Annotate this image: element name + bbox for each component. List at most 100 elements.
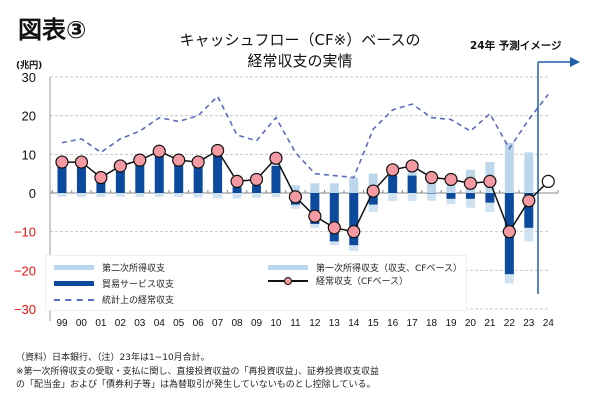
marker-current-account [230, 174, 244, 188]
bar-secondary-income [154, 193, 164, 197]
y-tick-label: 20 [22, 109, 36, 124]
legend-label: 第二次所得収支 [102, 264, 166, 274]
bar-primary-income [524, 152, 534, 193]
bar-secondary-income [232, 193, 242, 199]
bar-secondary-income [174, 193, 184, 197]
bar-secondary-income [252, 193, 261, 198]
bar-secondary-income [76, 193, 86, 197]
chart-title: キャッシュフロー（CF※）ベースの 経常収支の実情 [150, 30, 450, 72]
x-tick-label: 08 [231, 318, 243, 329]
bar-secondary-income [427, 193, 437, 201]
legend-item-secondary-income: 第二次所得収支 [54, 261, 165, 274]
marker-current-account [405, 159, 419, 173]
chart-title-line1: キャッシュフロー（CF※）ベースの [179, 31, 421, 49]
legend-swatch [54, 281, 94, 286]
bar-trade-services [388, 175, 398, 193]
bar-secondary-income [310, 223, 320, 228]
figure-label: 図表③ [18, 16, 87, 44]
chart-title-line2: 経常収支の実情 [247, 52, 353, 70]
x-tick-label: 19 [445, 318, 457, 329]
marker-current-account [152, 144, 166, 158]
marker-current-account [211, 143, 225, 158]
bar-trade-services [96, 181, 106, 193]
x-tick-label: 16 [387, 318, 399, 329]
y-tick-label: 0 [29, 186, 36, 201]
x-tick-label: 04 [154, 318, 166, 329]
marker-current-account [94, 170, 108, 185]
legend-item-current-account-cf: 経常収支（CFベース） [268, 274, 408, 287]
x-tick-label: 18 [426, 318, 438, 329]
bar-secondary-income [115, 193, 125, 197]
x-tick-label: 15 [368, 318, 380, 329]
bar-secondary-income [368, 204, 378, 212]
legend-swatch [268, 265, 308, 270]
x-tick-label: 03 [134, 318, 146, 329]
bar-trade-services [465, 193, 475, 199]
legend: 第二次所得収支 第一次所得収支（収支、CFベース） 貿易サービス収支 経常収支（… [45, 255, 467, 311]
marker-current-account [347, 225, 361, 239]
legend-swatch [268, 276, 308, 286]
bar-trade-services [135, 162, 145, 193]
y-tick-label: 30 [22, 70, 36, 85]
bar-primary-income [427, 177, 437, 193]
y-tick-label: −20 [14, 263, 36, 278]
bar-primary-income [290, 185, 300, 193]
legend-item-trade-services: 貿易サービス収支 [54, 277, 174, 290]
y-tick-label: −10 [14, 225, 36, 240]
bar-trade-services [349, 193, 359, 246]
bar-trade-services [407, 175, 417, 193]
marker-current-account [288, 190, 302, 204]
marker-current-account [269, 151, 283, 165]
bar-secondary-income [446, 198, 456, 205]
x-tick-label: 10 [270, 318, 282, 329]
bar-trade-services [310, 193, 320, 224]
x-tick-label: 00 [76, 318, 88, 329]
x-tick-label: 12 [309, 318, 321, 329]
legend-label: 経常収支（CFベース） [316, 277, 409, 287]
legend-item-statistical-ca: 統計上の経常収支 [54, 293, 174, 306]
marker-current-account [133, 153, 147, 167]
legend-swatch [54, 265, 94, 270]
bar-trade-services [174, 164, 184, 193]
bar-trade-services [524, 193, 534, 228]
bar-secondary-income [96, 193, 106, 197]
bar-trade-services [154, 154, 164, 193]
footnote-definition-2: の「配当金」および「債券利子等」は為替取引が発生していないものとし控除している。 [16, 380, 376, 390]
marker-current-account [308, 209, 322, 223]
bar-secondary-income [329, 241, 339, 246]
legend-label: 統計上の経常収支 [102, 296, 175, 306]
x-tick-label: 17 [407, 318, 419, 329]
x-tick-label: 13 [329, 318, 341, 329]
x-tick-label: 21 [484, 318, 496, 329]
marker-current-account [55, 155, 69, 169]
forecast-arrow-head [570, 57, 580, 67]
bar-trade-services [57, 165, 67, 193]
x-tick-label: 02 [115, 318, 127, 329]
bar-trade-services [252, 185, 261, 193]
x-tick-label: 22 [504, 318, 516, 329]
x-tick-label: 20 [465, 318, 477, 329]
bar-trade-services [193, 165, 203, 193]
bar-primary-income [349, 177, 359, 193]
x-tick-label: 05 [173, 318, 185, 329]
x-tick-label: 14 [348, 318, 360, 329]
marker-current-account [522, 194, 536, 208]
bar-trade-services [232, 187, 242, 193]
bar-secondary-income [485, 202, 495, 212]
marker-current-account [327, 221, 341, 235]
x-tick-label: 11 [290, 318, 301, 329]
y-tick-label: −30 [14, 302, 36, 317]
bar-secondary-income [504, 274, 514, 284]
bar-secondary-income [193, 193, 203, 198]
bar-secondary-income [57, 193, 67, 197]
bar-trade-services [271, 165, 281, 193]
bar-trade-services [368, 193, 378, 205]
x-tick-label: 01 [95, 318, 107, 329]
y-tick-label: 10 [22, 147, 36, 162]
legend-label: 貿易サービス収支 [102, 280, 175, 290]
marker-current-account [74, 155, 89, 169]
marker-current-account [444, 172, 458, 187]
x-tick-label: 99 [56, 318, 68, 329]
bar-secondary-income [524, 227, 534, 242]
marker-current-account [483, 174, 497, 188]
